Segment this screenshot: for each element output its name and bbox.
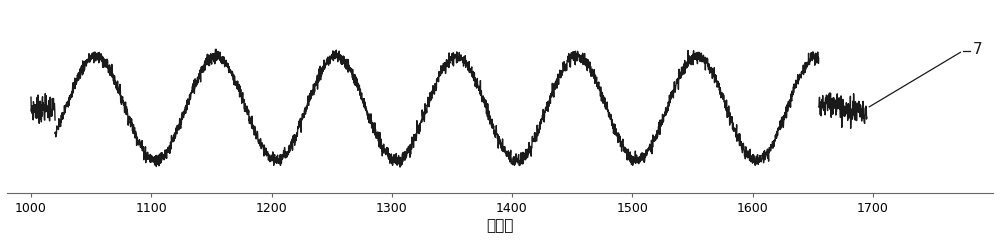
X-axis label: 采样点: 采样点 — [486, 218, 514, 233]
Text: 7: 7 — [973, 42, 982, 57]
